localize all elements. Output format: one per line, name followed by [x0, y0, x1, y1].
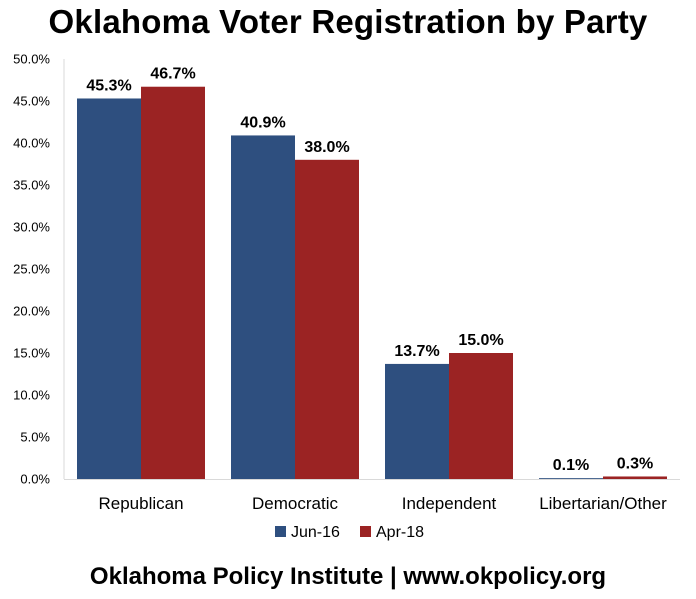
y-tick-label: 15.0% [13, 346, 50, 361]
data-label: 46.7% [150, 66, 195, 83]
bar-apr-18-libertarian-other [603, 476, 667, 479]
bar-jun-16-libertarian-other [539, 478, 603, 479]
data-label: 0.1% [553, 457, 589, 474]
data-label: 13.7% [394, 343, 439, 360]
y-tick-label: 40.0% [13, 136, 50, 151]
legend-swatch [275, 526, 286, 537]
bar-apr-18-independent [449, 353, 513, 479]
legend-swatch [360, 526, 371, 537]
chart-title: Oklahoma Voter Registration by Party [48, 3, 648, 40]
data-label: 15.0% [458, 332, 503, 349]
footer-credit: Oklahoma Policy Institute | www.okpolicy… [89, 563, 607, 590]
y-tick-label: 20.0% [13, 304, 50, 319]
bar-jun-16-democratic [231, 135, 295, 479]
bar-jun-16-independent [385, 363, 449, 479]
y-tick-label: 10.0% [13, 388, 50, 403]
category-label: Independent [402, 494, 497, 513]
data-label: 0.3% [617, 455, 653, 472]
legend-label: Jun-16 [291, 524, 340, 541]
bar-jun-16-republican [77, 98, 141, 479]
data-label: 45.3% [86, 77, 131, 94]
bar-apr-18-democratic [295, 159, 359, 480]
data-label: 40.9% [240, 114, 285, 131]
y-tick-label: 45.0% [13, 94, 50, 109]
y-tick-label: 30.0% [13, 220, 50, 235]
category-label: Republican [98, 494, 183, 513]
category-label: Libertarian/Other [539, 494, 667, 513]
y-tick-label: 25.0% [13, 262, 50, 277]
y-tick-label: 35.0% [13, 178, 50, 193]
category-label: Democratic [252, 494, 338, 513]
y-tick-label: 0.0% [20, 472, 50, 487]
y-tick-label: 50.0% [13, 52, 50, 67]
y-tick-label: 5.0% [20, 430, 50, 445]
data-label: 38.0% [304, 139, 349, 156]
bar-apr-18-republican [141, 86, 205, 479]
legend-label: Apr-18 [376, 524, 424, 541]
